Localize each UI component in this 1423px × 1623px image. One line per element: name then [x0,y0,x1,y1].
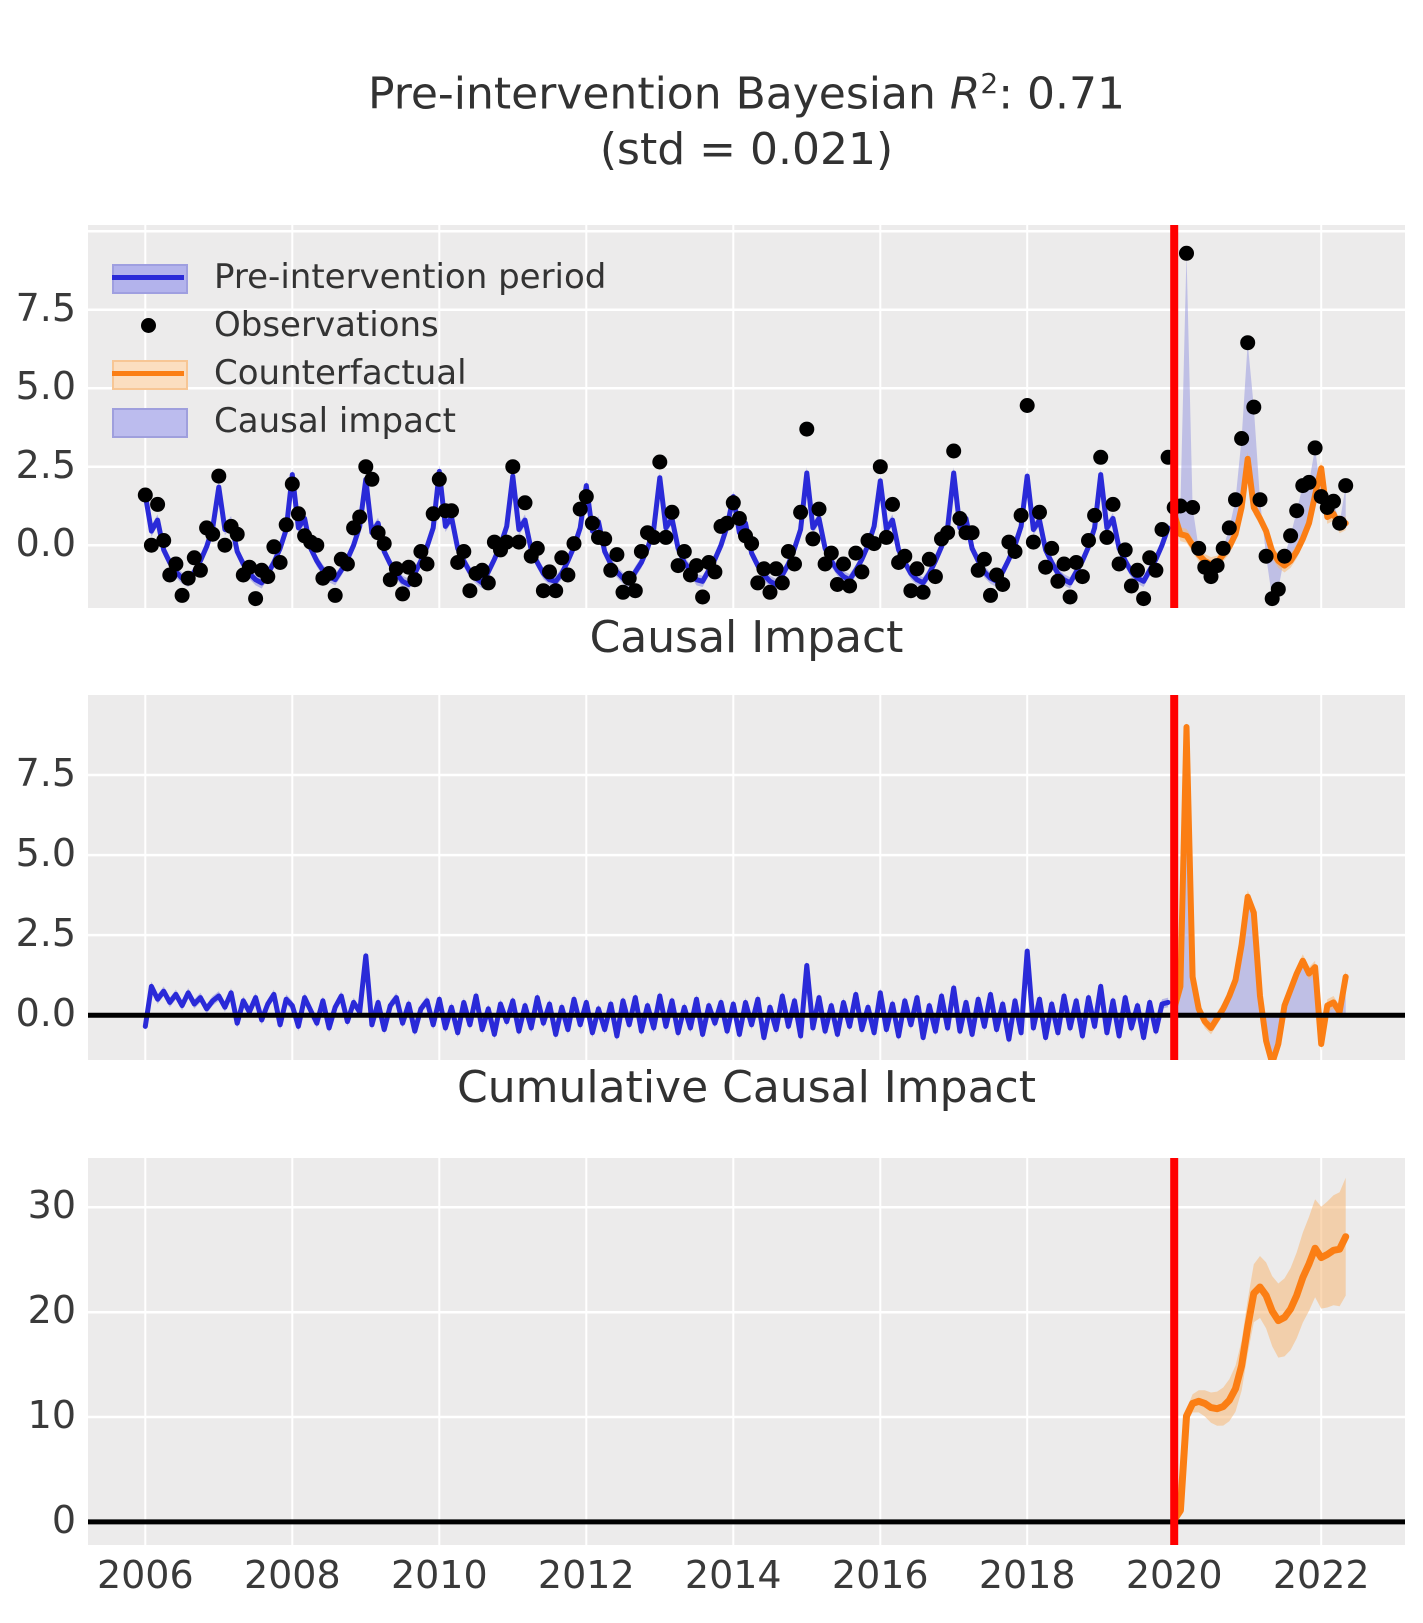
y-tick-label: 2.5 [15,911,76,956]
y-tick-label: 30 [27,1183,76,1228]
legend-item-counterfactual: Counterfactual [112,349,606,397]
x-tick-label: 2020 [1125,1553,1223,1597]
y-tick-label: 0.0 [15,521,76,566]
y-tick-label: 5.0 [15,364,76,409]
x-tick-label: 2018 [978,1553,1076,1597]
x-tick-label: 2012 [537,1553,635,1597]
y-tick-label: 10 [27,1393,76,1438]
figure-title-line1: Pre-intervention Bayesian R2: 0.71 [367,67,1126,120]
figure-title-line2: (std = 0.021) [599,123,894,175]
pre-intervention-panel [88,225,1405,608]
x-tick-label: 2022 [1272,1553,1370,1597]
pre-intervention-line-icon [112,264,188,294]
cumulative-causal-impact-panel [88,1158,1405,1545]
y-tick-label: 7.5 [15,285,76,330]
causal-impact-panel [88,695,1405,1060]
y-tick-label: 0 [51,1497,76,1542]
x-tick-label: 2010 [390,1553,488,1597]
y-tick-label: 20 [27,1288,76,1333]
causal-impact-title: Causal Impact [589,612,904,663]
cumulative-causal-impact-title: Cumulative Causal Impact [457,1062,1036,1113]
y-tick-label: 0.0 [15,991,76,1036]
legend: Pre-intervention period Observations Cou… [112,253,606,445]
legend-label: Causal impact [214,401,456,441]
x-tick-label: 2016 [831,1553,929,1597]
y-tick-label: 2.5 [15,442,76,487]
legend-label: Counterfactual [214,353,467,393]
legend-item-causal-impact: Causal impact [112,397,606,445]
x-tick-label: 2014 [684,1553,782,1597]
legend-label: Observations [214,305,439,345]
observation-dot-icon [112,312,184,338]
legend-label: Pre-intervention period [214,257,607,297]
legend-item-observations: Observations [112,301,606,349]
x-tick-label: 2008 [243,1553,341,1597]
y-tick-label: 5.0 [15,831,76,876]
y-tick-label: 7.5 [15,751,76,796]
figure-title: Pre-intervention Bayesian R2: 0.71 (std … [88,66,1405,177]
counterfactual-line-icon [112,360,188,390]
x-tick-label: 2006 [96,1553,194,1597]
causal-impact-patch-icon [112,408,188,438]
legend-item-pre-intervention: Pre-intervention period [112,253,606,301]
